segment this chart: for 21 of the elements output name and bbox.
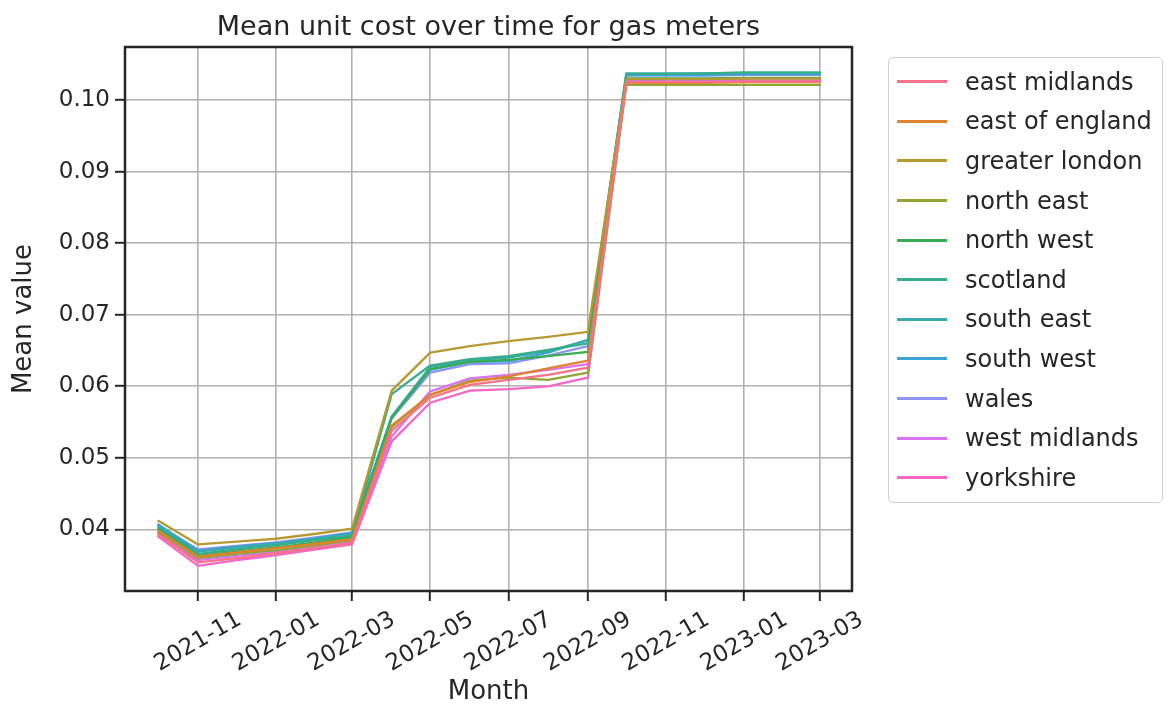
legend-label: north west <box>965 226 1094 255</box>
y-tick-label: 0.09 <box>58 156 110 183</box>
y-tick-label: 0.06 <box>58 371 110 398</box>
y-tick-label: 0.07 <box>58 299 110 326</box>
y-tick-label: 0.10 <box>58 84 110 111</box>
legend-label: south west <box>965 344 1096 373</box>
y-tick-label: 0.08 <box>58 228 110 255</box>
chart-title: Mean unit cost over time for gas meters <box>216 10 761 42</box>
y-tick-label: 0.04 <box>58 514 110 541</box>
legend-label: greater london <box>965 146 1143 175</box>
legend-label: north east <box>965 186 1089 215</box>
legend-label: wales <box>965 384 1034 413</box>
legend-label: west midlands <box>965 424 1139 453</box>
x-axis-title: Month <box>447 675 530 706</box>
legend-label: yorkshire <box>965 463 1077 492</box>
y-axis-title: Mean value <box>7 243 38 395</box>
legend-label: south east <box>965 305 1092 334</box>
legend-label: scotland <box>965 265 1067 294</box>
y-tick-label: 0.05 <box>58 442 110 469</box>
legend-label: east midlands <box>965 67 1134 96</box>
legend-label: east of england <box>965 107 1152 136</box>
